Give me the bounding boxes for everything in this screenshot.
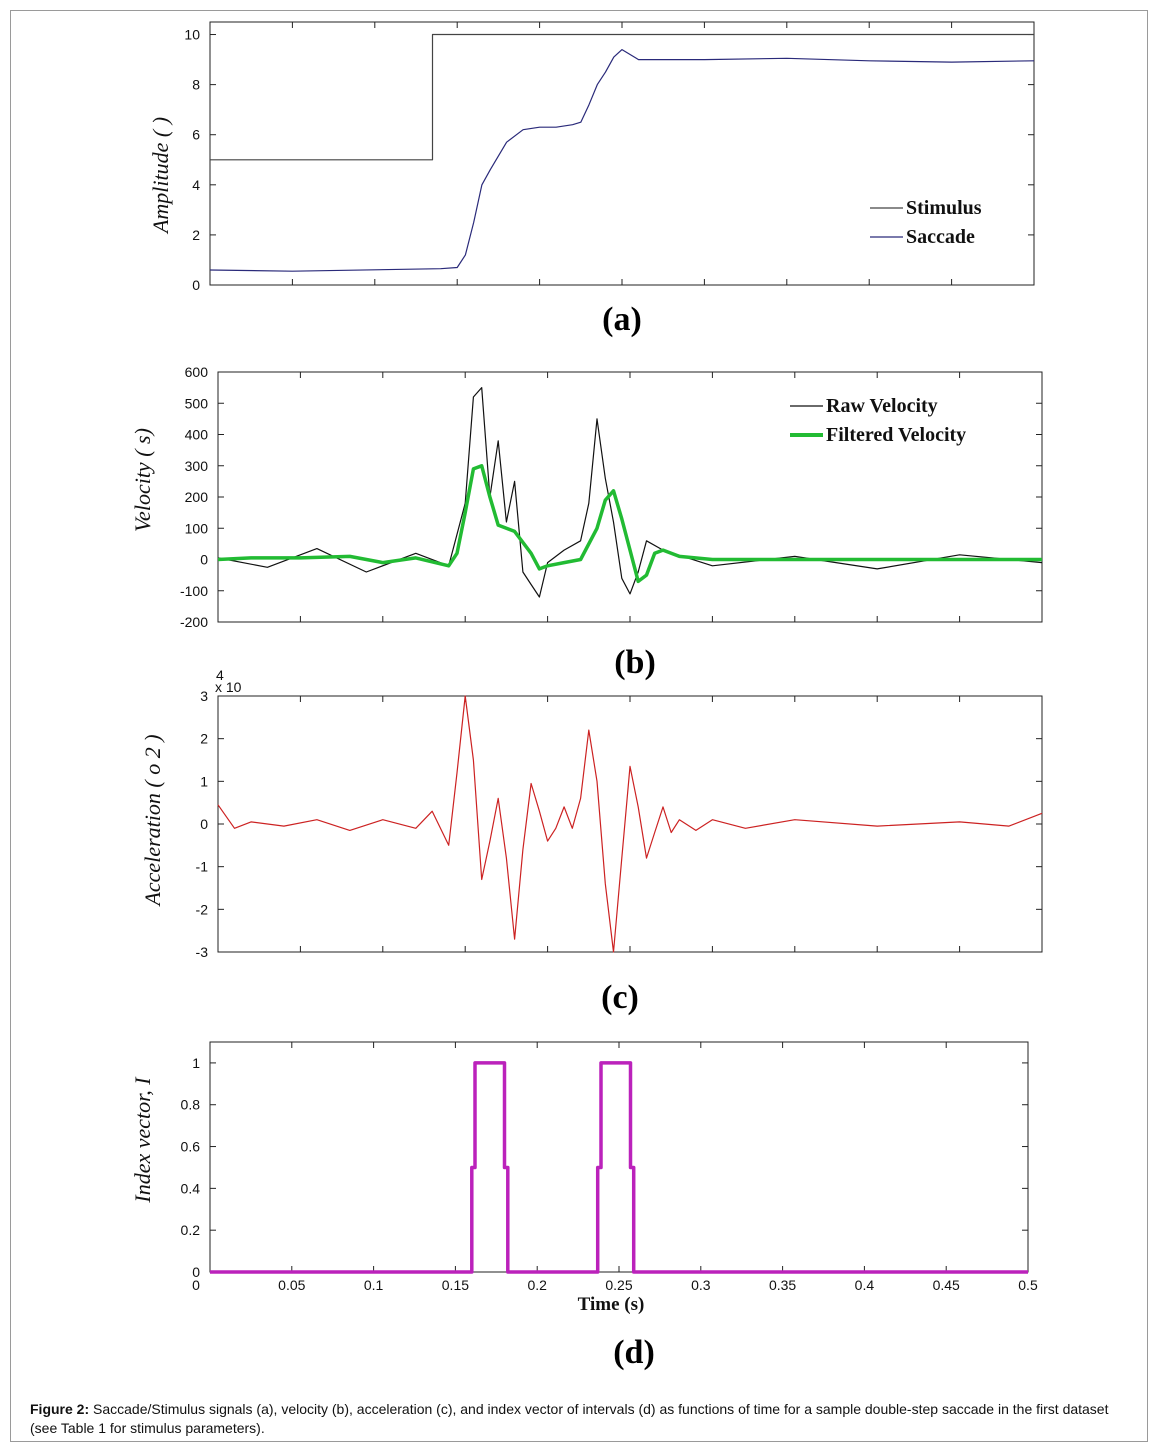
ytick-label: 10 (184, 27, 200, 43)
xtick-label: 0.1 (364, 1277, 384, 1293)
legend-entry: Stimulus (906, 197, 982, 219)
panel-label: (c) (601, 979, 639, 1016)
xtick-label: 0.15 (442, 1277, 469, 1293)
xtick-label: 0.35 (769, 1277, 796, 1293)
exponent-superscript: 4 (216, 667, 224, 683)
xtick-label: 0.45 (933, 1277, 960, 1293)
figure-frame (10, 10, 1148, 1442)
caption-label: Figure 2: (30, 1401, 90, 1417)
ytick-label: -200 (180, 614, 208, 630)
series-line-d (210, 1061, 1028, 1274)
panel-label: (a) (602, 301, 642, 338)
ytick-label: 0.2 (181, 1222, 201, 1238)
ytick-label: 0 (192, 277, 200, 293)
ytick-label: 0 (200, 552, 208, 568)
y-axis-label: Acceleration ( o 2 ) (140, 734, 165, 907)
exponent-label: x 10 (215, 679, 242, 695)
ytick-label: 400 (185, 427, 209, 443)
panel-c: -3 -2 -1 0 1 2 3 Acceleration ( o 2 ) 4x 10 (c) (140, 667, 1043, 1016)
panel-label: (b) (614, 644, 656, 681)
ytick-label: 4 (192, 177, 200, 193)
panel-d: 0 0.2 0.4 0.6 0.8 1 0 0.05 0.1 0.15 0.2 0.25 0.3 0.35… (130, 1041, 1038, 1371)
xtick-label: 0.05 (278, 1277, 305, 1293)
x-axis-label: Time (s) (578, 1294, 645, 1315)
series-line-saccade (209, 49, 1035, 272)
ytick-label: 0 (192, 1264, 200, 1280)
panel-a: 0 2 4 6 8 10 Stimulus Saccade Amplitude ( ) (a) (148, 21, 1035, 338)
ytick-label: -100 (180, 583, 208, 599)
ytick-label: -2 (196, 901, 209, 917)
y-axis-label: Amplitude ( ) (148, 117, 173, 235)
series-line-raw-velocity (217, 387, 1043, 598)
ytick-label: -1 (196, 859, 209, 875)
ytick-label: 300 (185, 458, 209, 474)
figure-caption: Figure 2: Saccade/Stimulus signals (a), … (30, 1400, 1130, 1438)
xtick-label: 0.5 (1018, 1277, 1038, 1293)
ytick-label: 2 (192, 227, 200, 243)
xtick-label: 0.25 (605, 1277, 632, 1293)
ytick-label: 0.6 (181, 1139, 201, 1155)
legend-entry: Raw Velocity (826, 395, 938, 417)
ytick-label: 200 (185, 489, 209, 505)
y-axis-label: Velocity ( s) (130, 428, 155, 532)
ytick-label: 0.4 (181, 1180, 201, 1196)
ytick-label: 8 (192, 77, 200, 93)
ytick-label: 3 (200, 688, 208, 704)
ytick-label: 2 (200, 731, 208, 747)
ytick-label: -3 (196, 944, 209, 960)
y-axis-label: Index vector, I (130, 1076, 155, 1204)
legend-entry: Saccade (906, 226, 975, 248)
series-line-c (217, 695, 1043, 953)
ytick-label: 1 (192, 1055, 200, 1071)
xtick-label: 0.3 (691, 1277, 711, 1293)
ytick-label: 600 (185, 364, 209, 380)
xtick-label: 0.4 (855, 1277, 875, 1293)
caption-text: Saccade/Stimulus signals (a), velocity (… (30, 1401, 1109, 1436)
panel-label: (d) (613, 1334, 655, 1371)
series-line-stimulus (210, 33, 1034, 161)
xtick-label: 0.2 (527, 1277, 547, 1293)
series-line-filtered-velocity (217, 464, 1042, 584)
ytick-label: 0 (200, 816, 208, 832)
ytick-label: 100 (185, 520, 209, 536)
ytick-label: 1 (200, 773, 208, 789)
panel-b: -200 -100 0 100 200 300 400 500 600 Raw Velocity F… (130, 364, 1043, 681)
ytick-label: 500 (185, 395, 209, 411)
ytick-label: 6 (192, 127, 200, 143)
legend-entry: Filtered Velocity (826, 424, 966, 446)
ytick-label: 0.8 (181, 1097, 201, 1113)
xtick-label: 0 (192, 1277, 200, 1293)
plot-frame-d (209, 1041, 1029, 1273)
